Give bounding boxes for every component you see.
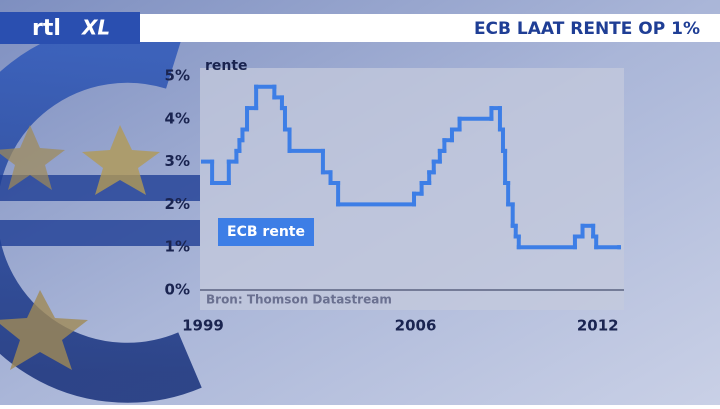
x-tick-label: 2006: [395, 317, 437, 335]
logo: rtl: [32, 16, 61, 41]
euro-bar: [0, 220, 200, 246]
star: [0, 125, 65, 190]
star: [0, 290, 88, 370]
x-tick-label: 2012: [577, 317, 619, 335]
title-bar: [140, 14, 720, 42]
logo-box: [0, 12, 140, 44]
y-tick-label: 4%: [165, 109, 190, 127]
plot-area: [200, 68, 624, 310]
y-axis-label: rente: [205, 58, 248, 74]
source: Bron: Thomson Datastream: [206, 293, 392, 307]
x-tick-label: 1999: [182, 317, 224, 335]
euro-sculpture: [0, 22, 202, 403]
star: [82, 125, 160, 195]
y-tick-label: 1%: [165, 238, 190, 256]
logo-sub: XL: [80, 16, 110, 40]
y-tick-label: 2%: [165, 195, 190, 213]
y-tick-label: 3%: [165, 152, 190, 170]
chart-title: ECB LAAT RENTE OP 1%: [474, 19, 700, 39]
legend-box: [218, 218, 314, 246]
y-tick-label: 5%: [165, 67, 190, 85]
legend-label: ECB rente: [227, 224, 305, 240]
rate-end: [616, 245, 621, 250]
y-tick-label: 0%: [165, 281, 190, 299]
plot: [201, 84, 621, 250]
